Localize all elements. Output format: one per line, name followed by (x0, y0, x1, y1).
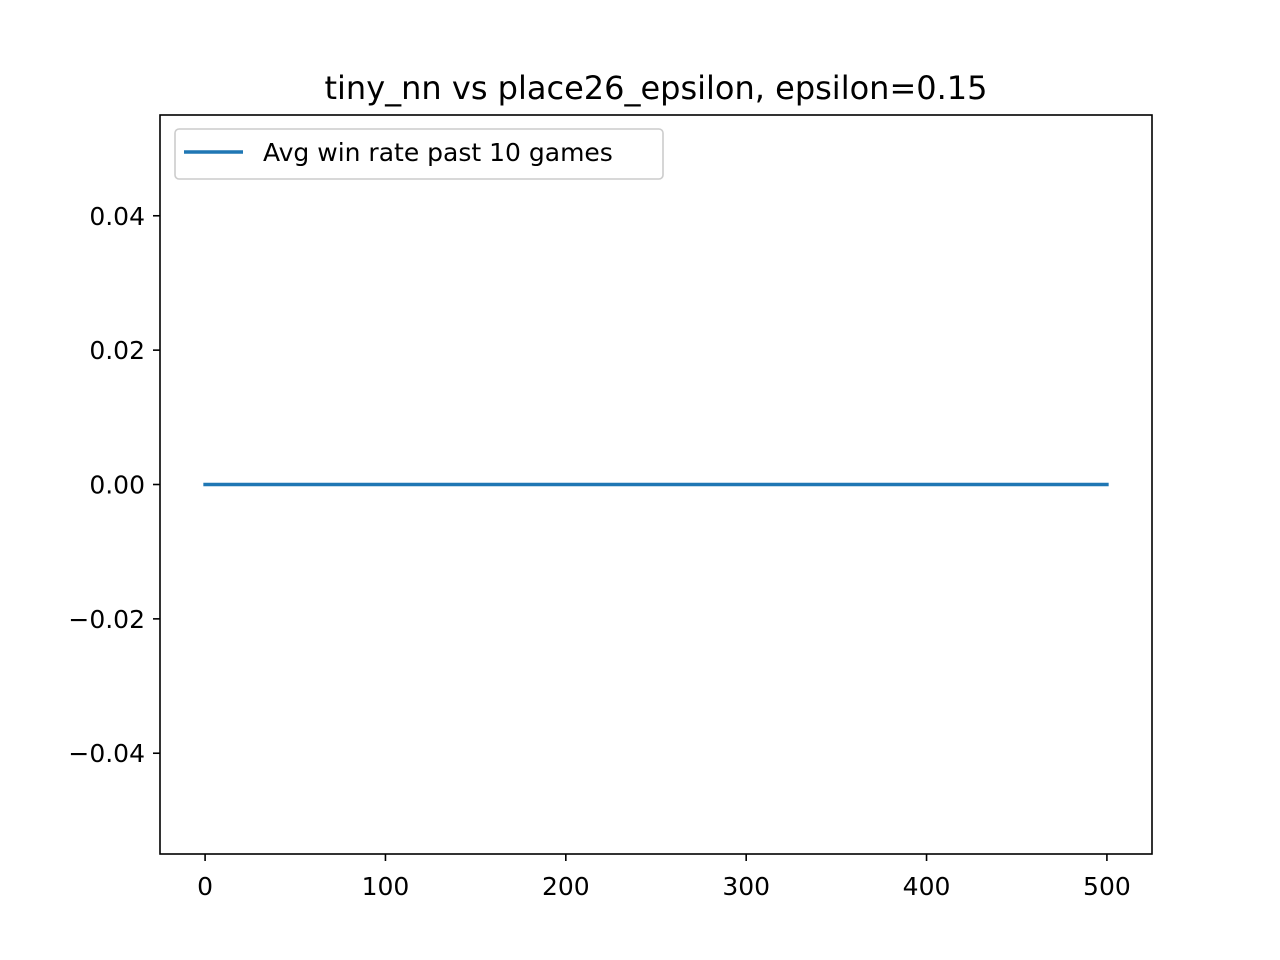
y-tick-label: 0.04 (89, 202, 145, 231)
y-tick-label: −0.02 (68, 605, 145, 634)
legend-label: Avg win rate past 10 games (263, 138, 613, 167)
legend: Avg win rate past 10 games (175, 129, 663, 179)
x-tick-label: 200 (542, 872, 590, 901)
y-tick-label: 0.00 (89, 471, 145, 500)
x-tick-label: 0 (197, 872, 213, 901)
chart-title: tiny_nn vs place26_epsilon, epsilon=0.15 (324, 69, 987, 107)
x-tick-label: 400 (903, 872, 951, 901)
x-tick-label: 300 (722, 872, 770, 901)
y-tick-label: −0.04 (68, 739, 145, 768)
y-tick-label: 0.02 (89, 336, 145, 365)
x-tick-label: 100 (362, 872, 410, 901)
x-tick-label: 500 (1083, 872, 1131, 901)
